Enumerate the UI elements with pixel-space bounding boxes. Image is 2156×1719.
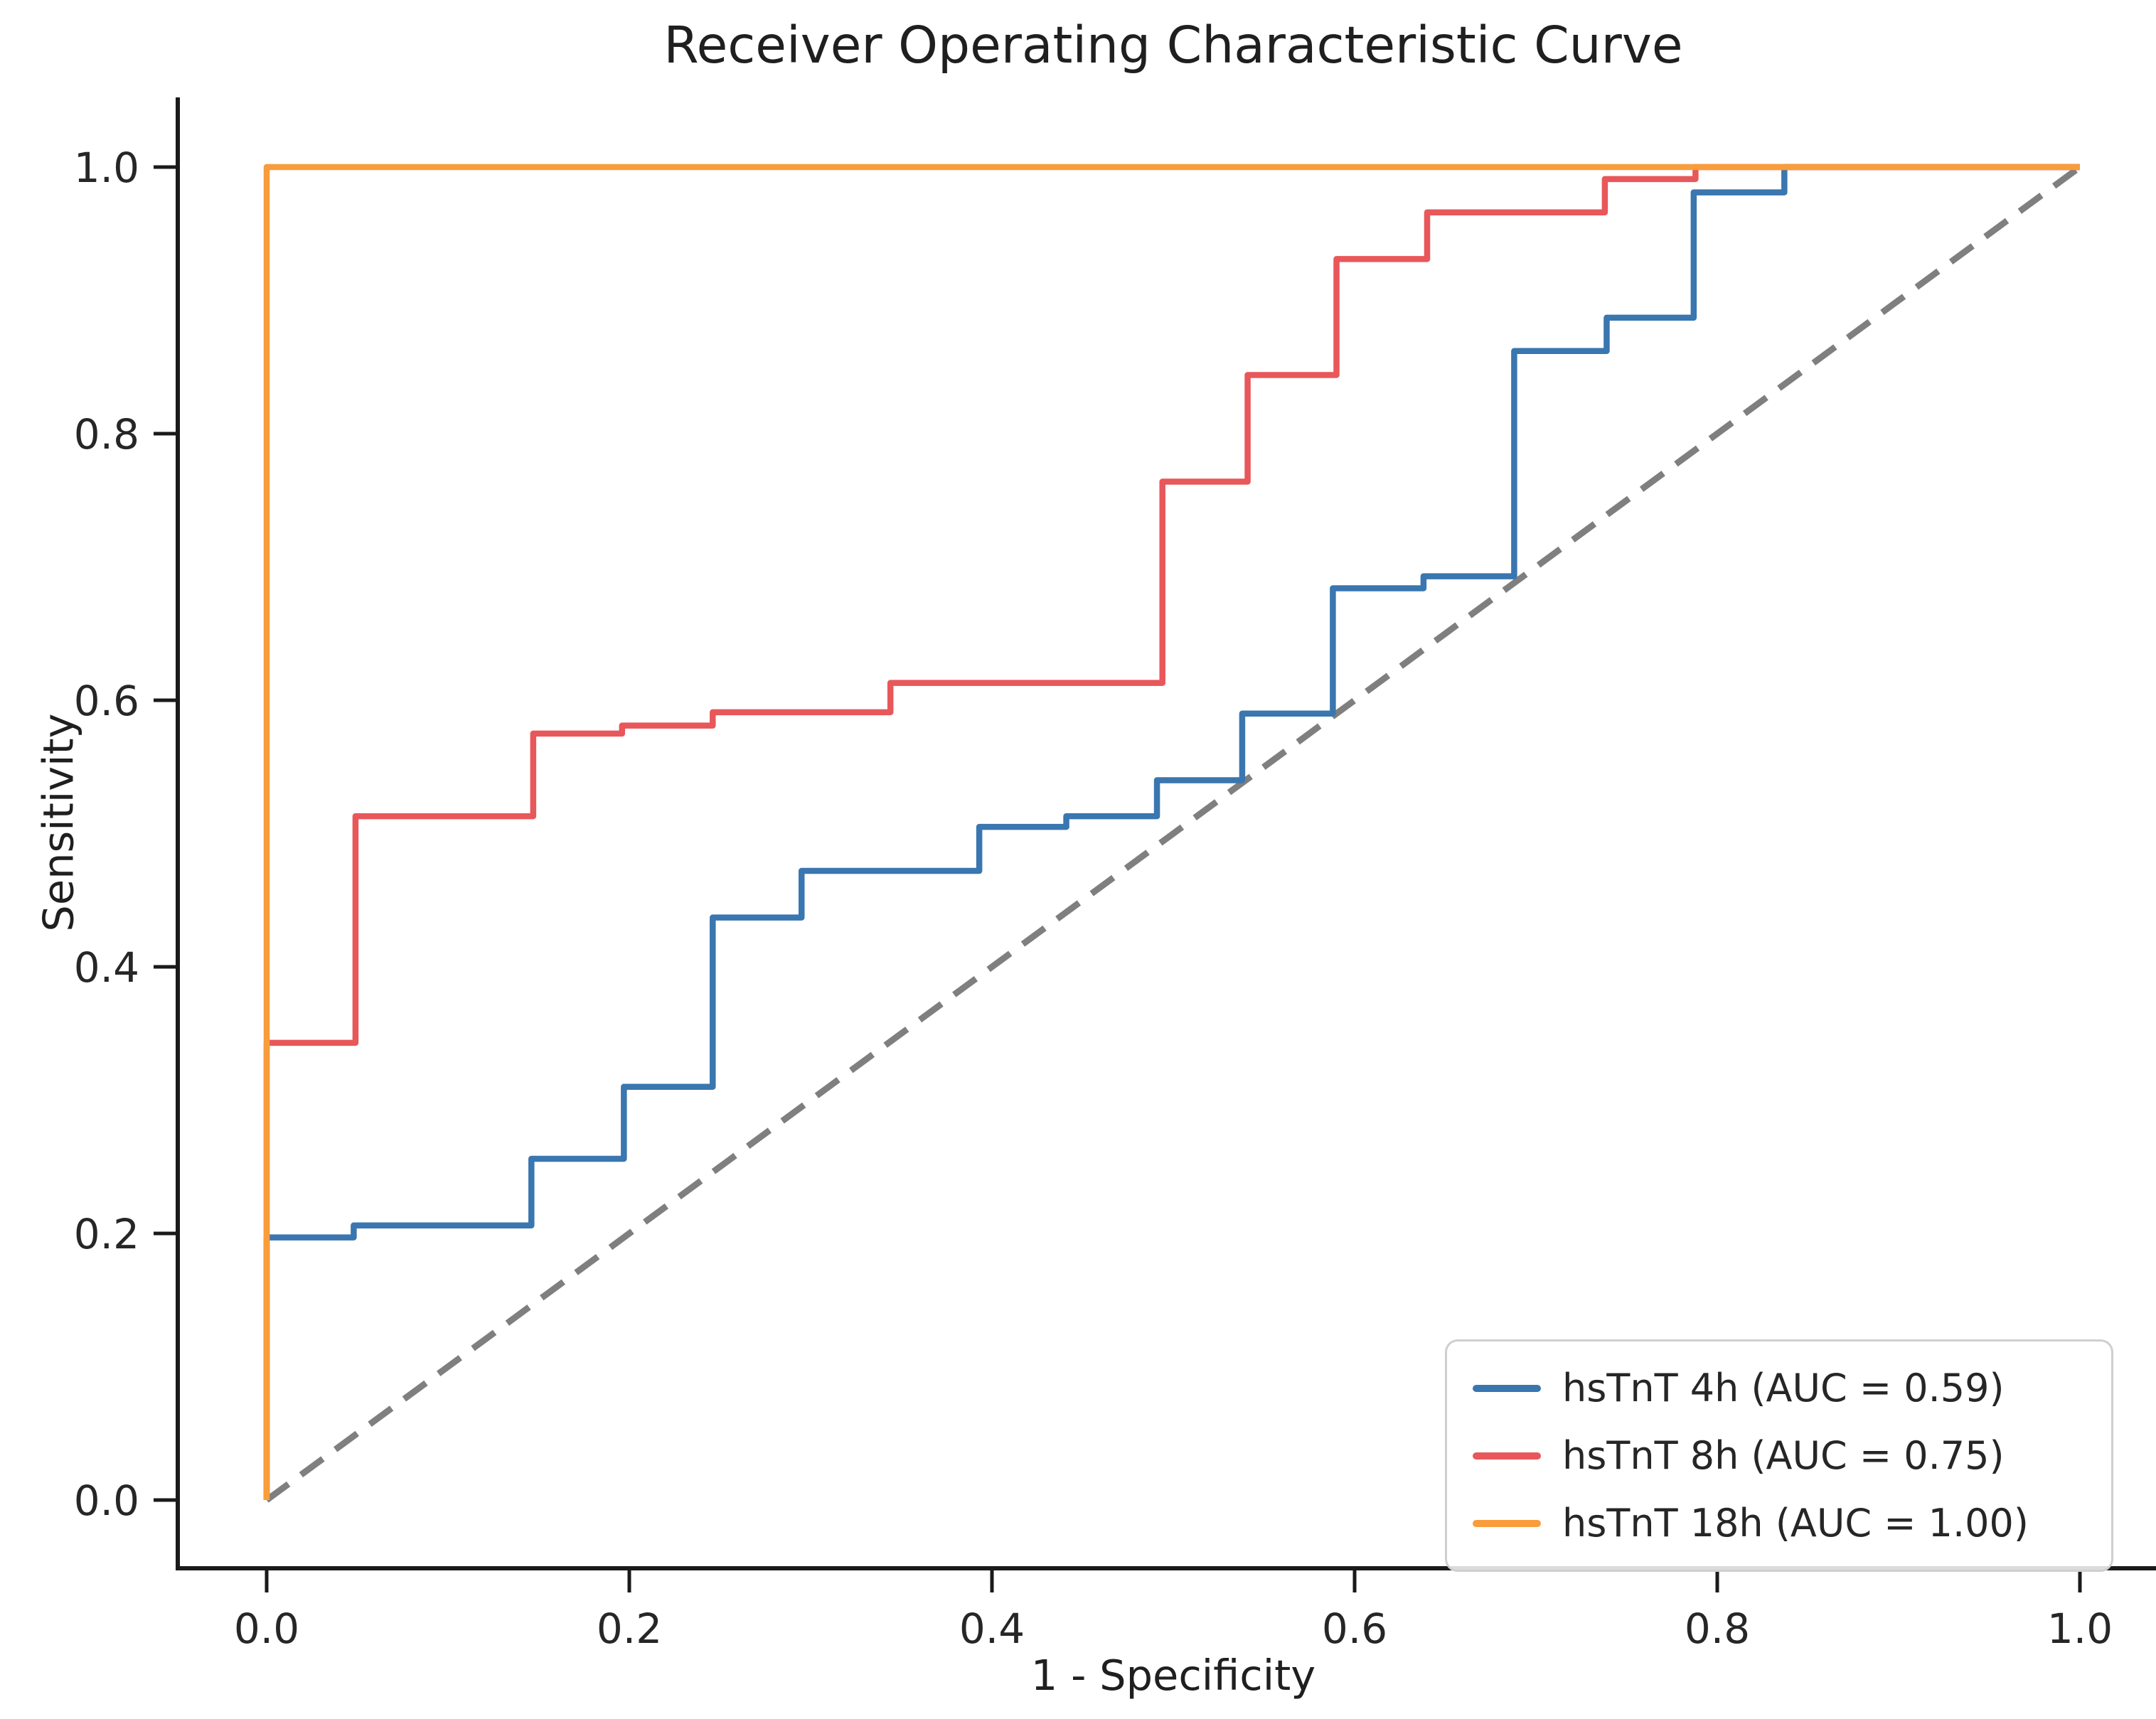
- y-axis-tick-label: 0.4: [74, 943, 139, 992]
- chart-title: Receiver Operating Characteristic Curve: [663, 16, 1683, 75]
- y-axis-tick-label: 0.8: [74, 410, 139, 459]
- legend-item-hstnt-18h: hsTnT 18h (AUC = 1.00): [1473, 1495, 2086, 1551]
- legend-line-sample-orange: [1473, 1519, 1541, 1527]
- x-axis-tick-label: 0.0: [234, 1605, 299, 1653]
- legend-line-sample-red: [1473, 1452, 1541, 1460]
- legend: hsTnT 4h (AUC = 0.59) hsTnT 8h (AUC = 0.…: [1445, 1339, 2113, 1572]
- legend-line-sample-blue: [1473, 1384, 1541, 1392]
- y-axis-tick-label: 0.2: [74, 1210, 139, 1258]
- y-axis-label: Sensitivity: [33, 713, 83, 932]
- x-axis-tick-label: 0.6: [1322, 1605, 1387, 1653]
- legend-label: hsTnT 18h (AUC = 1.00): [1562, 1501, 2029, 1546]
- x-axis-tick-label: 0.8: [1685, 1605, 1750, 1653]
- legend-item-hstnt-8h: hsTnT 8h (AUC = 0.75): [1473, 1428, 2086, 1484]
- x-axis-tick-label: 0.2: [597, 1605, 662, 1653]
- chance-diagonal-line: [265, 164, 2082, 1503]
- y-axis-tick-label: 1.0: [74, 144, 139, 192]
- legend-label: hsTnT 8h (AUC = 0.75): [1562, 1433, 2005, 1478]
- legend-label: hsTnT 4h (AUC = 0.59): [1562, 1366, 2005, 1410]
- legend-item-hstnt-4h: hsTnT 4h (AUC = 0.59): [1473, 1360, 2086, 1416]
- roc-curve-hstnt-18h: [263, 164, 2080, 1500]
- roc-curve-hstnt-8h: [263, 164, 2080, 1500]
- x-axis-tick-label: 0.4: [959, 1605, 1025, 1653]
- roc-curve-hstnt-4h: [263, 164, 2080, 1500]
- y-axis-tick-label: 0.0: [74, 1477, 139, 1525]
- x-axis-label: 1 - Specificity: [1030, 1651, 1316, 1700]
- y-axis-tick-label: 0.6: [74, 677, 139, 725]
- x-axis-tick-label: 1.0: [2047, 1605, 2113, 1653]
